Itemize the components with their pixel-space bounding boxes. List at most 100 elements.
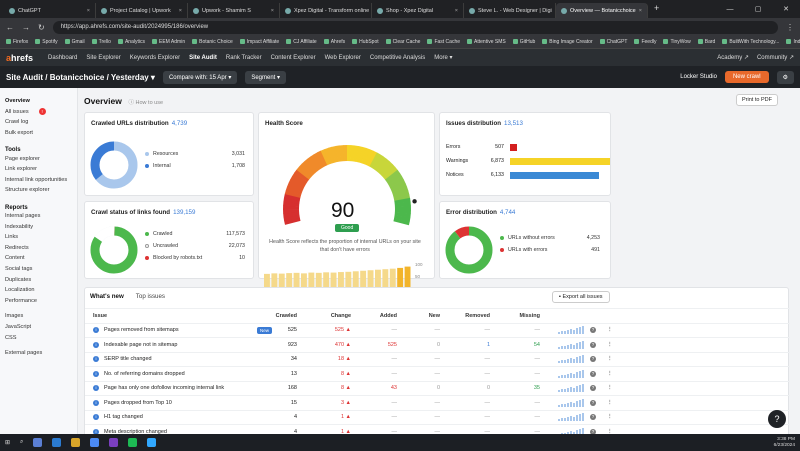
nav-external-link[interactable]: Community ↗ [756, 55, 794, 61]
sidebar-item[interactable]: Link explorer [5, 166, 38, 173]
sidebar-item[interactable]: Content [5, 255, 25, 262]
bookmark-item[interactable]: ChatGPT [600, 39, 628, 45]
print-pdf-button[interactable]: Print to PDF [736, 94, 778, 106]
history-bar[interactable] [264, 273, 270, 290]
sidebar-item[interactable]: Bulk export [5, 128, 77, 139]
browser-tab[interactable]: Overview — Botanicchoice × [556, 3, 648, 18]
column-header[interactable]: Issue [93, 312, 108, 319]
history-bar[interactable] [330, 272, 337, 290]
nav-external-link[interactable]: Academy ↗ [717, 55, 749, 61]
sidebar-item[interactable]: External pages [5, 350, 43, 357]
browser-tab[interactable]: ChatGPT × [4, 3, 96, 18]
help-icon[interactable]: ? [590, 385, 596, 392]
legend-row[interactable]: URLs without errors 4,253 [500, 232, 600, 244]
more-options-icon[interactable]: ⋮ [607, 356, 613, 363]
legend-row[interactable]: Blocked by robots.txt 10 [145, 252, 245, 264]
bookmark-item[interactable]: EEM Admin [152, 39, 185, 45]
issue-cell[interactable]: i H1 tag changed [93, 414, 143, 421]
sidebar-item[interactable]: JavaScript [5, 323, 32, 330]
table-row[interactable]: i Meta description changed 4 1 ▲ — — — —? ⋮ [85, 424, 790, 439]
sidebar-item[interactable]: All issues! [5, 107, 77, 118]
browser-tab[interactable]: Xpez Digital - Transform online× [280, 3, 372, 18]
sidebar-item[interactable]: Structure explorer [5, 187, 50, 194]
extensions-icon[interactable]: ⋮ [786, 22, 794, 32]
sidebar-item[interactable]: Links [5, 234, 19, 241]
maximize-icon[interactable]: ▢ [754, 6, 762, 13]
help-icon[interactable]: ? [590, 327, 596, 334]
segment-dropdown[interactable]: Segment ▾ [245, 70, 287, 84]
bookmark-item[interactable]: TinyWow [663, 39, 690, 45]
history-bar[interactable] [308, 272, 315, 290]
history-bar[interactable] [301, 273, 307, 290]
more-options-icon[interactable]: ⋮ [607, 399, 613, 406]
sidebar-item[interactable]: Internal pages [5, 213, 41, 220]
sidebar-item[interactable]: Localization [5, 287, 35, 294]
help-icon[interactable]: ? [590, 414, 596, 421]
help-icon[interactable]: ? [590, 370, 596, 377]
url-input[interactable]: https://app.ahrefs.com/site-audit/202499… [52, 20, 778, 34]
taskbar-app-icon[interactable] [147, 438, 157, 447]
issue-cell[interactable]: i Indexable page not in sitemap [93, 341, 177, 348]
bookmark-item[interactable]: Indiana Botanic... [786, 39, 800, 45]
issue-bar-row[interactable]: Notices 6,133 [446, 168, 611, 182]
issue-bar-row[interactable]: Errors 507 [446, 140, 611, 154]
taskbar-app-icon[interactable] [90, 438, 100, 447]
history-bar[interactable] [360, 270, 367, 290]
how-to-use-link[interactable]: ⓘ How to use [128, 100, 164, 106]
sidebar-item[interactable]: Internal link opportunities [5, 176, 68, 183]
table-row[interactable]: i Pages dropped from Top 10 15 3 ▲ — — — —? ⋮ [85, 395, 790, 410]
nav-item[interactable]: Site Explorer [86, 54, 121, 61]
close-window-icon[interactable]: ✕ [783, 6, 789, 13]
nav-item[interactable]: More ▾ [434, 55, 453, 61]
sidebar-item[interactable]: Redirects [5, 244, 29, 251]
taskbar-app-icon[interactable] [33, 438, 43, 447]
issue-cell[interactable]: i Pages removed from sitemaps [93, 327, 179, 334]
bookmark-item[interactable]: Feedly [634, 39, 656, 45]
sidebar-item[interactable]: Performance [5, 297, 38, 304]
issue-bar-row[interactable]: Warnings 6,873 [446, 154, 611, 168]
help-icon[interactable]: ? [590, 356, 596, 363]
donut-slice[interactable] [90, 141, 138, 189]
more-options-icon[interactable]: ⋮ [607, 385, 613, 392]
compare-dropdown[interactable]: Compare with: 15 Apr ▾ [162, 70, 238, 84]
history-bar[interactable] [375, 269, 381, 290]
history-bar[interactable] [345, 271, 352, 290]
bookmark-item[interactable]: HubSpot [352, 39, 378, 45]
bookmark-item[interactable]: Bard [698, 39, 716, 45]
export-all-issues-button[interactable]: Export all issues [552, 291, 610, 303]
taskbar-app-icon[interactable] [128, 438, 138, 447]
nav-item[interactable]: Site Audit [189, 54, 217, 61]
bookmark-item[interactable]: Analytics [118, 39, 145, 45]
nav-item[interactable]: Rank Tracker [225, 54, 262, 61]
sidebar-item[interactable]: Overview [5, 96, 77, 107]
sidebar-item[interactable]: Page explorer [5, 155, 40, 162]
donut-slice[interactable] [445, 226, 493, 274]
bookmark-item[interactable]: GitHub [513, 39, 536, 45]
tab-top-issues[interactable]: Top issues [135, 293, 166, 300]
ahrefs-logo[interactable]: ahrefs [6, 52, 34, 63]
sidebar-item[interactable]: Images [5, 313, 24, 320]
locker-studio-link[interactable]: Locker Studio [680, 74, 717, 80]
history-bar[interactable] [338, 272, 344, 290]
new-crawl-button[interactable]: New crawl [724, 71, 769, 83]
issue-cell[interactable]: i Pages dropped from Top 10 [93, 399, 172, 406]
table-row[interactable]: i Pages removed from sitemaps New 525 525 ▲ —… [85, 322, 790, 338]
issue-cell[interactable]: i Meta description changed [93, 428, 167, 435]
history-bar[interactable] [315, 272, 322, 290]
more-options-icon[interactable]: ⋮ [607, 327, 613, 334]
table-row[interactable]: i H1 tag changed 4 1 ▲ — — — —? ⋮ [85, 409, 790, 425]
column-header[interactable]: Crawled [275, 312, 297, 319]
nav-item[interactable]: Keywords Explorer [129, 54, 181, 61]
bookmark-item[interactable]: Spotify [35, 39, 57, 45]
history-bar[interactable] [389, 268, 396, 290]
card-count[interactable]: 13,513 [504, 120, 523, 127]
sidebar-item[interactable]: Duplicates [5, 276, 32, 283]
legend-row[interactable]: Crawled 117,573 [145, 228, 245, 240]
more-options-icon[interactable]: ⋮ [607, 341, 613, 348]
tab-close-icon[interactable]: × [555, 8, 556, 14]
history-bar[interactable] [286, 273, 293, 290]
browser-tab[interactable]: Project Catalog | Upwork × [96, 3, 188, 18]
legend-row[interactable]: Uncrawled 22,073 [145, 240, 245, 252]
more-options-icon[interactable]: ⋮ [607, 428, 613, 435]
more-options-icon[interactable]: ⋮ [607, 370, 613, 377]
